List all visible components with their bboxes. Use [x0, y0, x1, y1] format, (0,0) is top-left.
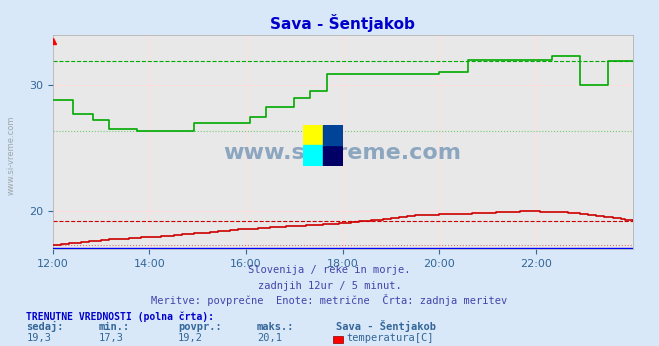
Text: Meritve: povprečne  Enote: metrične  Črta: zadnja meritev: Meritve: povprečne Enote: metrične Črta:…	[152, 294, 507, 307]
Text: Slovenija / reke in morje.: Slovenija / reke in morje.	[248, 265, 411, 275]
Text: temperatura[C]: temperatura[C]	[346, 333, 434, 343]
Text: sedaj:: sedaj:	[26, 321, 64, 333]
Text: 19,3: 19,3	[26, 333, 51, 343]
Text: www.si-vreme.com: www.si-vreme.com	[7, 116, 16, 195]
Text: TRENUTNE VREDNOSTI (polna črta):: TRENUTNE VREDNOSTI (polna črta):	[26, 311, 214, 322]
Title: Sava - Šentjakob: Sava - Šentjakob	[270, 14, 415, 32]
Bar	[323, 125, 343, 145]
Text: maks.:: maks.:	[257, 322, 295, 333]
Text: 20,1: 20,1	[257, 333, 282, 343]
Text: Sava - Šentjakob: Sava - Šentjakob	[336, 320, 436, 333]
Bar	[303, 125, 323, 145]
Text: min.:: min.:	[99, 322, 130, 333]
Text: 19,2: 19,2	[178, 333, 203, 343]
Text: povpr.:: povpr.:	[178, 322, 221, 333]
Text: 17,3: 17,3	[99, 333, 124, 343]
Text: zadnjih 12ur / 5 minut.: zadnjih 12ur / 5 minut.	[258, 281, 401, 291]
Bar	[303, 145, 323, 166]
Bar	[323, 145, 343, 166]
Text: www.si-vreme.com: www.si-vreme.com	[223, 143, 462, 163]
